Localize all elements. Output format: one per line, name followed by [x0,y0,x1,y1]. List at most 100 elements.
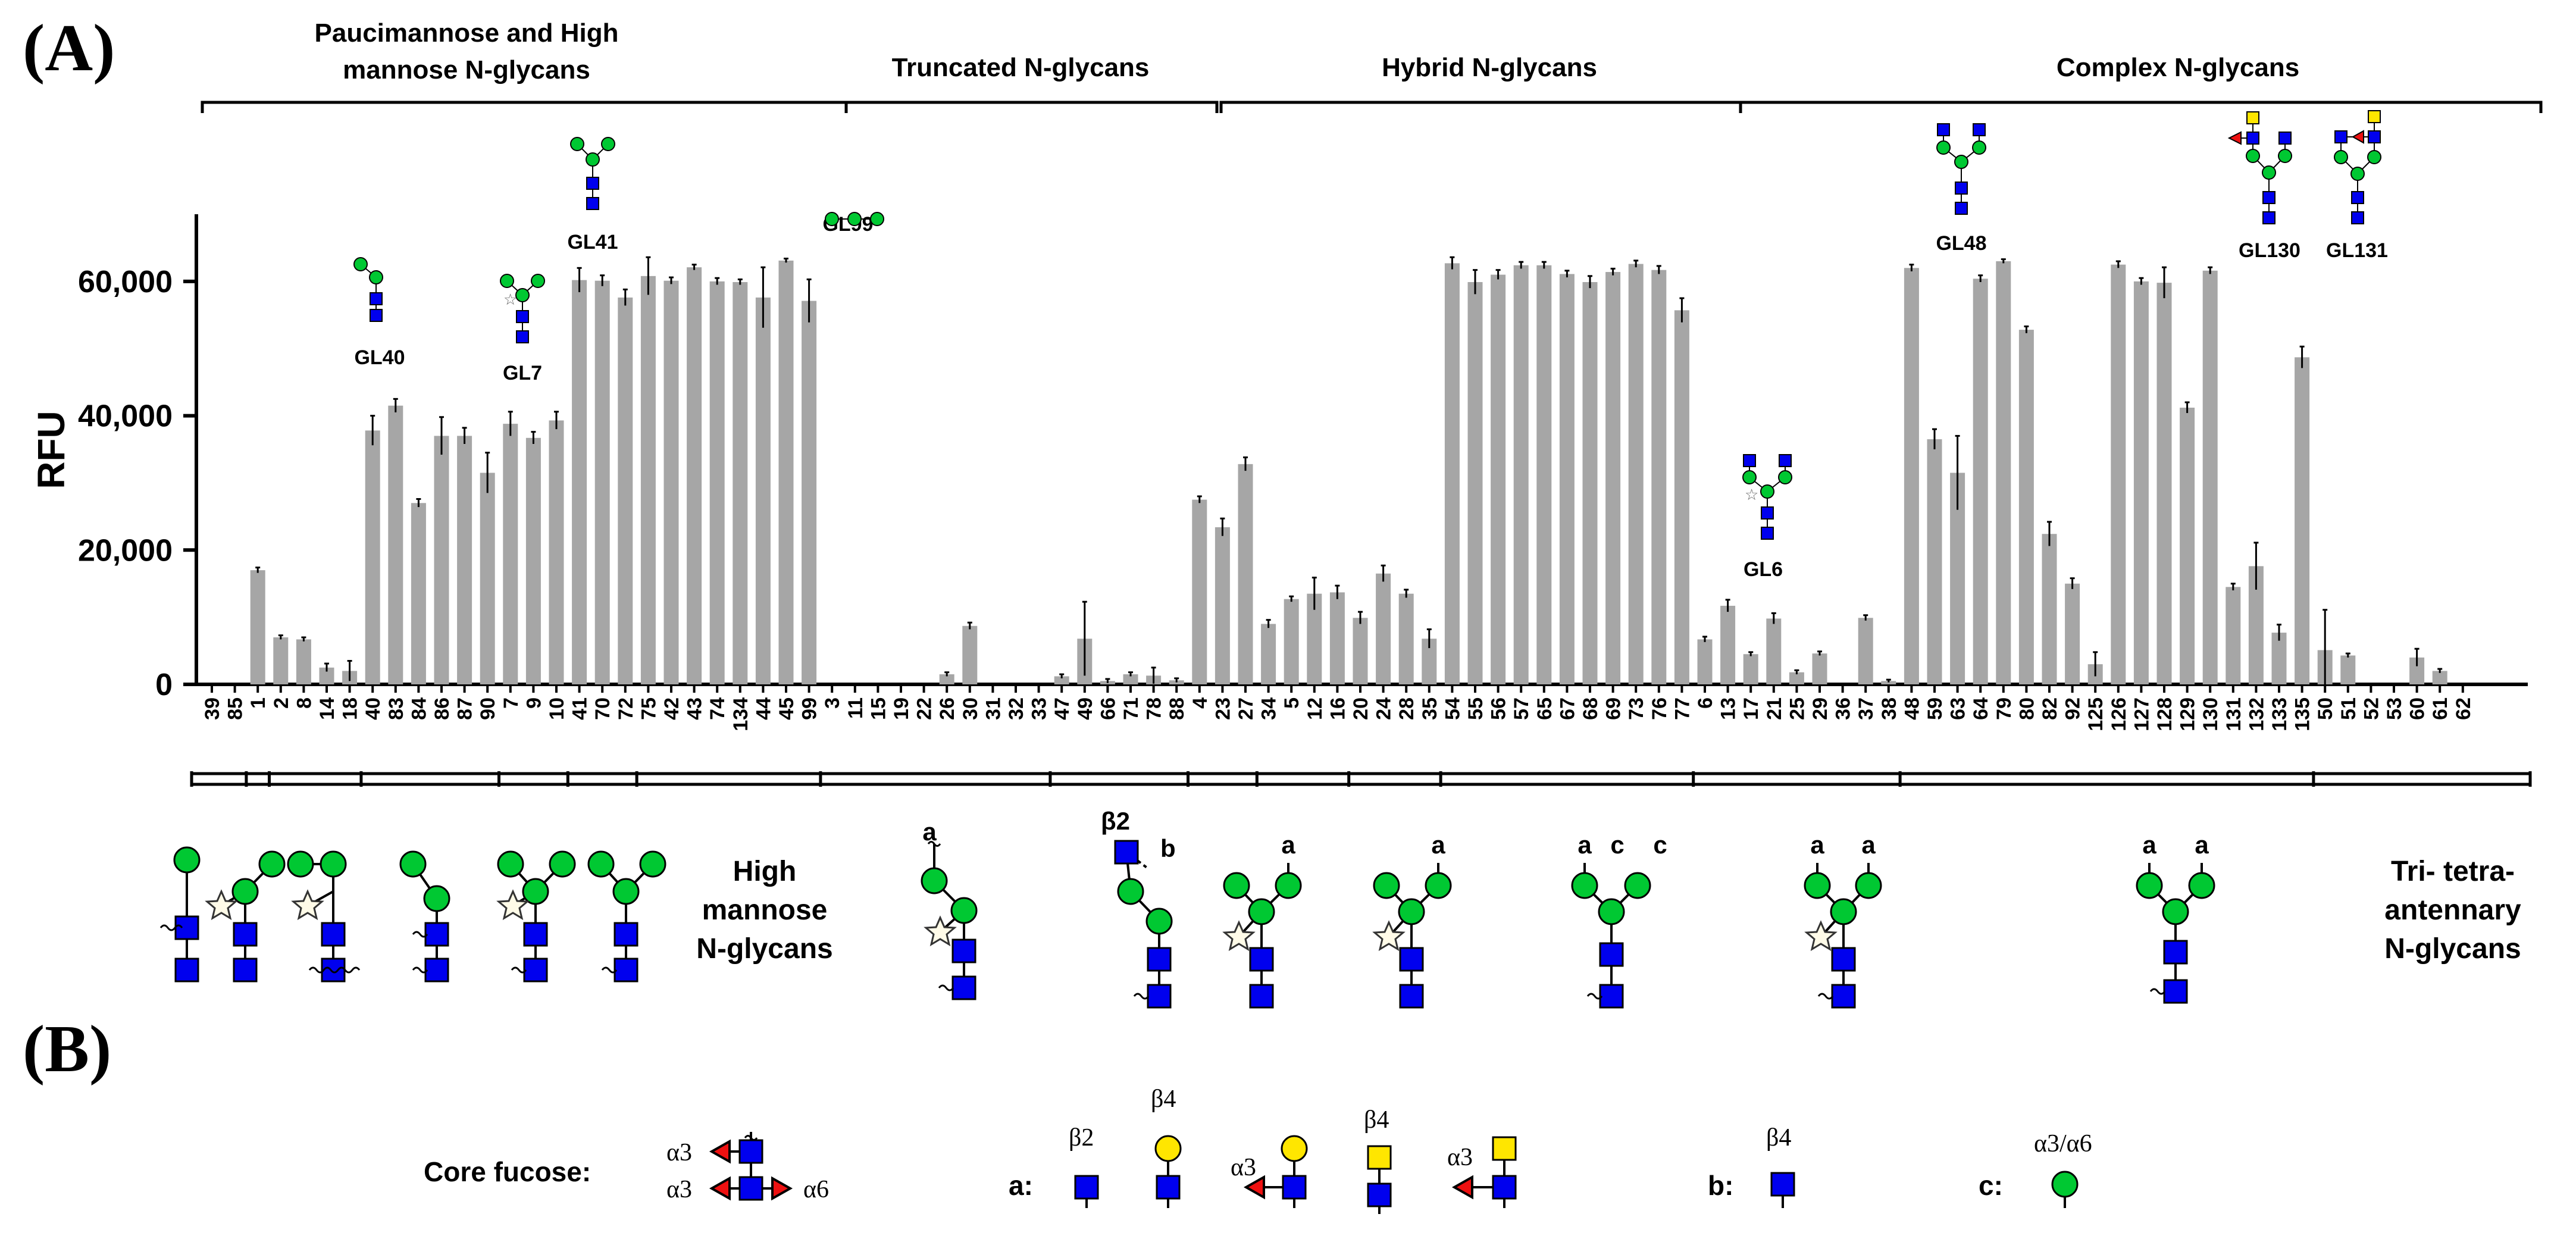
bar-44 [755,297,771,684]
y-tick-label-40000: 40,000 [78,399,173,434]
structure-paucimannose-5 [497,850,576,983]
bar-57 [1513,265,1529,684]
bar-82 [2042,534,2057,684]
bar-84 [411,503,426,684]
bar-76 [1651,270,1667,685]
bar-23 [1215,527,1230,684]
x-tick-label-67: 67 [1556,697,1579,720]
bar-1 [250,570,265,684]
x-tick-label-34: 34 [1258,697,1281,720]
x-tick-label-33: 33 [1028,697,1051,720]
glycan-icon-gl48 [1936,123,1986,215]
high-mannose-line2: mannose [702,894,828,926]
bar-90 [480,473,495,684]
x-tick-label-45: 45 [775,697,798,720]
x-tick-label-49: 49 [1074,697,1097,720]
x-tick-label-7: 7 [500,697,522,709]
label-a-hybrid-2: a [1431,831,1445,859]
bar-69 [1605,272,1621,684]
x-tick-label-79: 79 [1993,697,2015,720]
bracket-hybrid [1219,101,1742,113]
bar-45 [778,260,794,684]
x-tick-label-35: 35 [1419,697,1441,720]
bar-59 [1927,439,1942,684]
x-tick-label-47: 47 [1051,697,1073,720]
structure-paucimannose-3 [287,850,361,983]
x-tick-label-76: 76 [1648,697,1671,720]
panel-a-label: (A) [23,11,115,85]
bar-40 [365,430,380,684]
x-tick-label-43: 43 [684,697,706,720]
legend-a-beta2: β2 [1069,1124,1094,1152]
x-tick-label-10: 10 [546,697,568,720]
glycan-icon-gl7: ☆ [500,274,545,343]
structure-hybrid-2 [1373,863,1452,1009]
x-tick-label-83: 83 [385,697,408,720]
bar-8 [296,639,311,684]
x-tick-label-2: 2 [270,697,293,709]
legend-alpha6: α6 [803,1176,829,1203]
tri-tetra-line2: antennary [2384,894,2521,926]
x-tick-label-9: 9 [522,697,545,709]
glycan-structures [159,840,2215,1009]
x-tick-label-48: 48 [1901,697,1923,720]
x-tick-label-23: 23 [1212,697,1234,720]
bar-61 [2432,671,2447,684]
x-tick-label-57: 57 [1510,697,1533,720]
structure-hybrid-3 [1571,863,1651,1009]
bar-127 [2133,281,2149,684]
high-mannose-line1: High [733,856,797,887]
x-tick-label-125: 125 [2084,697,2107,731]
y-tick-label-60000: 60,000 [78,265,173,299]
x-tick-label-27: 27 [1235,697,1257,720]
x-tick-label-22: 22 [913,697,936,720]
bar-17 [1743,654,1758,684]
x-tick-label-69: 69 [1602,697,1625,720]
x-tick-label-51: 51 [2337,697,2360,720]
structure-hybrid-1 [1223,863,1302,1009]
y-ticks: 0 20,000 40,000 60,000 [78,265,196,702]
bar-20 [1353,618,1368,684]
x-tick-label-88: 88 [1166,697,1188,720]
x-tick-label-78: 78 [1143,697,1166,720]
x-tick-label-60: 60 [2406,697,2429,720]
bar-16 [1329,592,1345,684]
bar-41 [572,280,587,685]
bar-28 [1398,593,1414,684]
x-tick-label-24: 24 [1373,697,1395,720]
x-tick-label-19: 19 [890,697,913,720]
x-tick-label-12: 12 [1304,697,1326,720]
x-tick-label-135: 135 [2292,697,2314,731]
x-tick-label-53: 53 [2383,697,2406,720]
bar-29 [1812,653,1827,684]
bar-99 [802,301,817,685]
bar-128 [2156,283,2172,685]
group-brackets [201,101,2543,113]
bar-24 [1376,573,1391,684]
x-tick-label-20: 20 [1350,697,1372,720]
x-tick-label-130: 130 [2199,697,2222,731]
bar-135 [2295,357,2310,684]
x-tick-label-3: 3 [821,697,844,709]
bar-55 [1467,281,1483,684]
bar-86 [434,436,449,684]
bar-67 [1559,274,1575,684]
glycan-icon-gl99 [825,212,884,226]
label-beta2-truncated: β2 [1101,807,1130,835]
structure-paucimannose-1 [159,846,201,983]
legend-a-alpha3-1: α3 [1231,1154,1256,1181]
bar-87 [457,436,472,684]
x-tick-label-16: 16 [1326,697,1349,720]
bar-43 [687,267,702,685]
legend-c-label: c: [1979,1170,2003,1201]
x-tick-label-44: 44 [752,697,775,720]
bar-37 [1858,618,1873,684]
bar-56 [1491,274,1506,685]
structure-truncated-1 [921,841,978,1000]
x-tick-label-134: 134 [730,697,752,731]
bar-73 [1628,264,1644,684]
group-label-hybrid: Hybrid N-glycans [1382,53,1597,82]
glycan-icon-gl131 [2334,110,2381,224]
bar-133 [2271,633,2287,684]
